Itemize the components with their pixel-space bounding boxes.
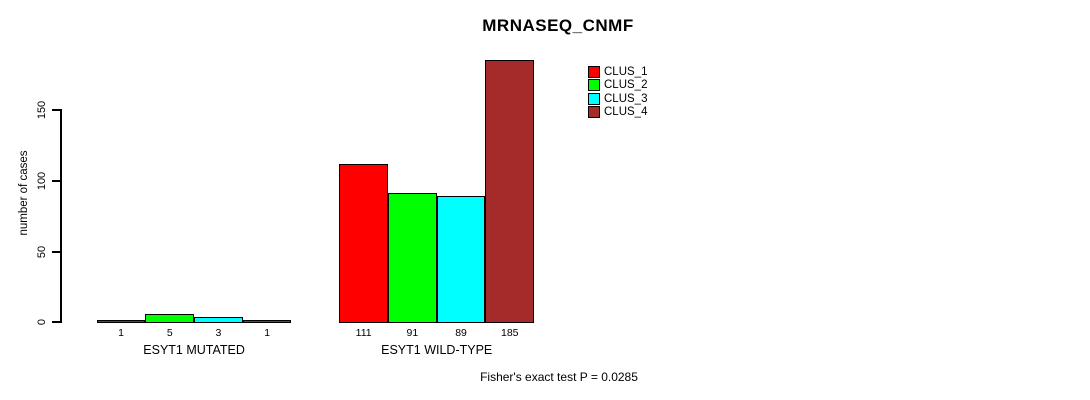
bar-clus_4-wildtype: [485, 59, 535, 324]
chart-title: MRNASEQ_CNMF: [482, 16, 634, 35]
bar-value-label: 185: [500, 327, 519, 339]
clus_1-legend-label: CLUS_1: [604, 66, 648, 78]
y-tick-label: 50: [36, 245, 48, 258]
bar-value-label: 5: [166, 327, 173, 339]
bar-value-label: 1: [264, 327, 271, 339]
clus_4-legend-label: CLUS_4: [604, 106, 648, 119]
y-axis-line: [60, 109, 62, 324]
group-label: ESYT1 MUTATED: [143, 343, 245, 357]
y-tick-label: 150: [36, 101, 48, 120]
bar-clus_2-wildtype: [388, 192, 437, 324]
y-axis-tick: [52, 321, 60, 324]
clus_3-legend-swatch: [588, 92, 600, 105]
bar-value-label: 91: [406, 327, 419, 339]
y-axis-tick: [52, 109, 60, 112]
y-tick-label: 100: [36, 171, 48, 191]
y-axis-tick: [52, 179, 60, 182]
clus_2-legend-swatch: [588, 79, 600, 92]
y-tick-label: 0: [36, 319, 48, 326]
bar-clus_2-mutated: [145, 314, 195, 324]
clus_1-legend-swatch: [588, 66, 600, 78]
y-axis-label: number of cases: [18, 150, 30, 236]
bar-clus_3-mutated: [194, 317, 243, 324]
fisher-test-annotation: Fisher's exact test P = 0.0285: [480, 370, 638, 384]
clus_4-legend-swatch: [588, 106, 600, 119]
bar-value-label: 3: [215, 327, 222, 339]
bar-clus_1-mutated: [96, 319, 146, 324]
clus_3-legend-label: CLUS_3: [604, 92, 648, 105]
bar-value-label: 111: [355, 327, 372, 339]
bar-clus_3-wildtype: [436, 195, 486, 324]
bar-clus_1-wildtype: [339, 164, 388, 324]
bar-value-label: 1: [118, 327, 124, 339]
group-label: ESYT1 WILD-TYPE: [381, 343, 493, 357]
y-axis-tick: [52, 250, 60, 253]
bar-clus_4-mutated: [242, 319, 292, 324]
bar-value-label: 89: [455, 327, 467, 339]
clus_2-legend-label: CLUS_2: [604, 79, 648, 92]
